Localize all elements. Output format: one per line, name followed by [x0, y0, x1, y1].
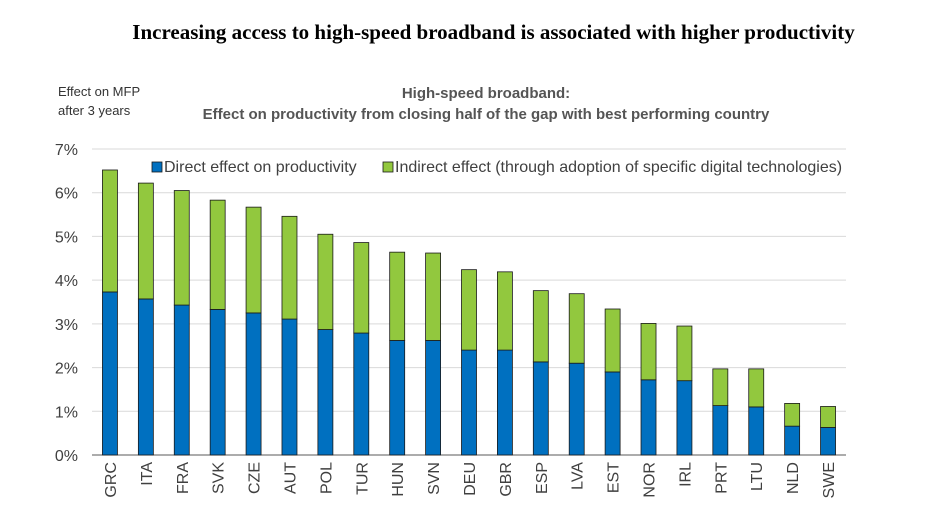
bar-indirect-effect [748, 368, 765, 408]
x-tick-label: ESP [534, 462, 551, 494]
x-tick-label: SWE [821, 462, 838, 498]
x-tick-label: DEU [462, 462, 479, 496]
bar-indirect-effect [461, 269, 477, 351]
x-tick-label: NLD [785, 462, 802, 494]
x-tick-label: CZE [247, 462, 264, 494]
bar-indirect-effect [317, 233, 334, 330]
bar-direct-effect [784, 425, 801, 456]
bar-direct-effect [102, 291, 118, 456]
bar-indirect-effect [102, 169, 118, 293]
bar-indirect-effect [676, 325, 693, 382]
bar-indirect-effect [640, 323, 657, 381]
y-tick-label: 6% [55, 186, 78, 203]
bar-indirect-effect [820, 406, 836, 428]
bar-direct-effect [676, 380, 693, 456]
bar-direct-effect [389, 340, 406, 456]
bar-indirect-effect [784, 403, 801, 427]
bar-direct-effect [568, 362, 585, 456]
y-tick-label: 1% [55, 404, 78, 421]
y-axis-label: Effect on MFP after 3 years [58, 82, 178, 120]
x-tick-label: TUR [354, 462, 371, 495]
bar-direct-effect [137, 298, 154, 456]
x-tick-label: AUT [282, 462, 299, 494]
bar-direct-effect [748, 406, 765, 456]
bar-indirect-effect [209, 199, 226, 310]
legend-label-indirect: Indirect effect (through adoption of spe… [395, 159, 842, 176]
bar-direct-effect [173, 304, 190, 456]
bar-indirect-effect [281, 215, 298, 320]
y-tick-label: 2% [55, 361, 78, 378]
bar-indirect-effect [137, 182, 154, 300]
bar-indirect-effect [568, 293, 585, 364]
legend-label-direct: Direct effect on productivity [164, 159, 357, 176]
y-axis-label-line1: Effect on MFP [58, 84, 141, 99]
y-tick-label: 0% [55, 448, 78, 465]
bar-direct-effect [640, 379, 657, 456]
x-tick-label: POL [318, 462, 335, 494]
x-tick-label: SVN [426, 462, 443, 495]
y-tick-label: 3% [55, 317, 78, 334]
bar-indirect-effect [245, 206, 262, 314]
y-tick-label: 7% [55, 142, 78, 159]
page-title: Increasing access to high-speed broadban… [132, 20, 855, 44]
x-tick-label: SVK [211, 462, 228, 494]
bar-direct-effect [209, 309, 226, 456]
x-tick-label: EST [606, 462, 623, 493]
x-tick-label: PRT [713, 462, 730, 494]
y-tick-label: 5% [55, 229, 78, 246]
bar-indirect-effect [173, 190, 190, 306]
bar-indirect-effect [389, 251, 406, 341]
bar-direct-effect [281, 318, 298, 456]
bar-direct-effect [245, 312, 262, 456]
bar-direct-effect [820, 427, 836, 456]
x-tick-label: GBR [498, 462, 515, 497]
x-tick-label: LVA [570, 462, 587, 490]
legend-swatch-direct [151, 161, 163, 173]
x-tick-label: ITA [139, 462, 156, 486]
chart-title-block: High-speed broadband: Effect on producti… [100, 83, 872, 125]
x-tick-label: HUN [390, 462, 407, 497]
x-tick-label: FRA [175, 462, 192, 494]
y-tick-label: 4% [55, 273, 78, 290]
x-tick-label: NOR [642, 462, 659, 498]
bar-direct-effect [532, 361, 549, 456]
bar-indirect-effect [712, 368, 729, 407]
chart-title: High-speed broadband: [401, 85, 571, 102]
x-tick-label: LTU [749, 462, 766, 491]
legend-swatch-indirect [382, 161, 394, 173]
bar-indirect-effect [497, 271, 513, 351]
bar-direct-effect [712, 405, 729, 456]
bar-direct-effect [425, 340, 441, 456]
bar-direct-effect [461, 349, 477, 456]
bar-direct-effect [497, 349, 513, 456]
bar-direct-effect [353, 332, 370, 456]
x-tick-label: IRL [677, 462, 694, 487]
bar-direct-effect [317, 329, 334, 456]
bar-indirect-effect [604, 308, 621, 373]
bar-indirect-effect [532, 290, 549, 363]
bar-indirect-effect [353, 242, 370, 334]
bar-indirect-effect [425, 252, 441, 341]
chart-subtitle: Effect on productivity from closing half… [202, 106, 770, 123]
x-tick-label: GRC [103, 462, 120, 498]
y-axis-label-line2: after 3 years [58, 103, 131, 118]
bar-direct-effect [604, 371, 621, 456]
